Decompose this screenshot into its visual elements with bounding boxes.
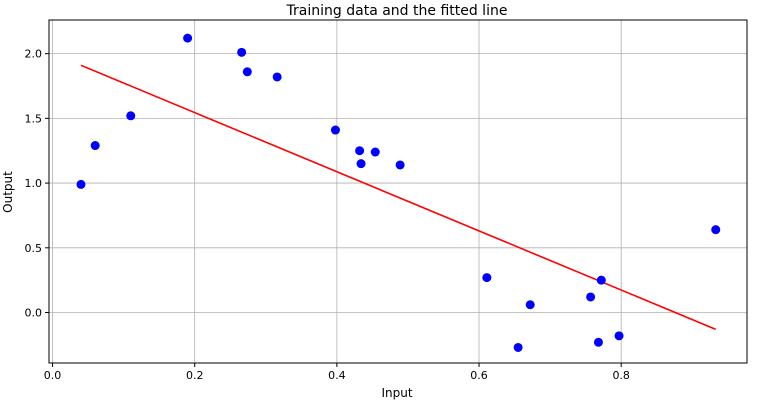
x-tick-label: 0.4 xyxy=(328,369,346,382)
data-point xyxy=(482,273,492,283)
plot-frame xyxy=(48,19,748,364)
data-point xyxy=(586,292,596,302)
data-point xyxy=(711,225,721,235)
y-tick-label: 2.0 xyxy=(25,48,43,61)
data-point xyxy=(183,33,193,43)
data-point xyxy=(370,147,380,157)
data-point xyxy=(355,146,365,156)
data-point xyxy=(356,159,366,169)
y-tick-label: 1.0 xyxy=(25,177,43,190)
x-tick-label: 0.6 xyxy=(470,369,488,382)
fitted-line-series xyxy=(80,64,717,331)
data-point xyxy=(525,300,535,310)
data-point xyxy=(513,342,523,352)
x-tick-label: 0.2 xyxy=(186,369,204,382)
data-point xyxy=(237,47,247,57)
y-tick-label: 0.0 xyxy=(25,307,43,320)
x-axis-label: Input xyxy=(381,386,412,400)
y-axis-label: Output xyxy=(1,171,15,213)
y-axis-ticks: 0.0 0.5 1.0 1.5 2.0 xyxy=(25,48,49,320)
data-point xyxy=(272,72,282,82)
fitted-line xyxy=(80,64,717,331)
scatter-series xyxy=(76,33,721,352)
y-tick-label: 1.5 xyxy=(25,112,43,125)
grid xyxy=(49,20,747,363)
x-tick-label: 0.0 xyxy=(44,369,62,382)
x-axis-ticks: 0.0 0.2 0.4 0.6 0.8 xyxy=(44,363,630,382)
chart-title: Training data and the fitted line xyxy=(286,3,508,19)
data-point xyxy=(90,141,100,151)
data-point xyxy=(614,331,624,341)
data-point xyxy=(330,125,340,135)
data-point xyxy=(593,337,603,347)
data-point xyxy=(242,67,252,77)
data-point xyxy=(76,179,86,189)
x-tick-label: 0.8 xyxy=(612,369,630,382)
y-tick-label: 0.5 xyxy=(25,242,43,255)
data-point xyxy=(126,111,136,121)
data-point xyxy=(596,275,606,285)
data-point xyxy=(395,160,405,170)
